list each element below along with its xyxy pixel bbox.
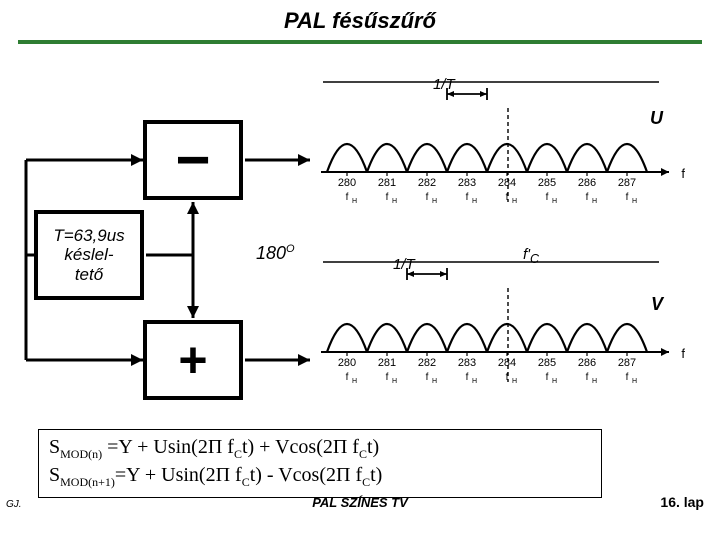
svg-text:H: H [552,198,557,205]
svg-text:f: f [626,372,629,383]
spectrum-v: 280fH281fH282fH283fH284fH285fH286fH287fH… [313,260,683,400]
spectrum-u: 280fH281fH282fH283fH284fH285fH286fH287fH… [313,80,683,220]
svg-text:f: f [586,372,589,383]
svg-text:H: H [632,378,637,385]
formula-box: SMOD(n) =Y + Usin(2Π fCt) + Vcos(2Π fCt)… [38,429,602,498]
delay-block: T=63,9uskéslel-tető [34,210,144,300]
period-label-top: 1/T [433,76,455,93]
svg-text:f: f [466,372,469,383]
svg-text:f: f [386,192,389,203]
svg-text:H: H [352,198,357,205]
svg-text:285: 285 [538,177,556,189]
svg-text:287: 287 [618,357,636,369]
formula-line-1: SMOD(n) =Y + Usin(2Π fCt) + Vcos(2Π fCt) [49,434,591,463]
svg-text:284: 284 [498,357,516,369]
svg-text:285: 285 [538,357,556,369]
f-axis-top: f [681,166,685,181]
v-label: V [651,294,663,315]
svg-text:f: f [626,192,629,203]
svg-text:H: H [352,378,357,385]
svg-text:H: H [472,198,477,205]
period-label-bot: 1/T [393,256,415,273]
svg-text:f: f [586,192,589,203]
svg-text:f: f [546,372,549,383]
svg-text:280: 280 [338,177,356,189]
svg-text:H: H [392,378,397,385]
svg-text:282: 282 [418,177,436,189]
svg-text:f: f [466,192,469,203]
svg-text:f: f [426,372,429,383]
u-label: U [650,108,663,129]
svg-text:f: f [346,192,349,203]
svg-text:287: 287 [618,177,636,189]
footer-title: PAL SZÍNES TV [0,495,720,510]
svg-text:H: H [632,198,637,205]
svg-text:282: 282 [418,357,436,369]
svg-text:f: f [506,372,509,383]
svg-text:283: 283 [458,357,476,369]
svg-text:286: 286 [578,357,596,369]
formula-line-2: SMOD(n+1)=Y + Usin(2Π fCt) - Vcos(2Π fCt… [49,462,591,491]
add-block: + [143,320,243,400]
svg-text:H: H [392,198,397,205]
diagram-area: − + T=63,9uskéslel-tető 180O 280fH281fH2… [18,60,702,440]
svg-text:f: f [506,192,509,203]
svg-text:H: H [512,198,517,205]
f-axis-bot: f [681,346,685,361]
title-underline [18,40,702,44]
svg-text:H: H [512,378,517,385]
svg-text:f: f [426,192,429,203]
svg-text:280: 280 [338,357,356,369]
fc-label: f'C [523,246,539,266]
svg-text:H: H [592,198,597,205]
svg-text:H: H [472,378,477,385]
svg-text:283: 283 [458,177,476,189]
svg-text:H: H [552,378,557,385]
svg-text:f: f [386,372,389,383]
svg-text:286: 286 [578,177,596,189]
svg-text:f: f [346,372,349,383]
svg-text:284: 284 [498,177,516,189]
subtract-block: − [143,120,243,200]
svg-text:H: H [432,378,437,385]
svg-text:281: 281 [378,177,396,189]
svg-text:281: 281 [378,357,396,369]
svg-text:H: H [432,198,437,205]
svg-text:H: H [592,378,597,385]
footer-page: 16. lap [660,494,704,510]
phase-label: 180O [256,243,295,264]
svg-text:f: f [546,192,549,203]
page-title: PAL fésűszűrő [0,0,720,40]
